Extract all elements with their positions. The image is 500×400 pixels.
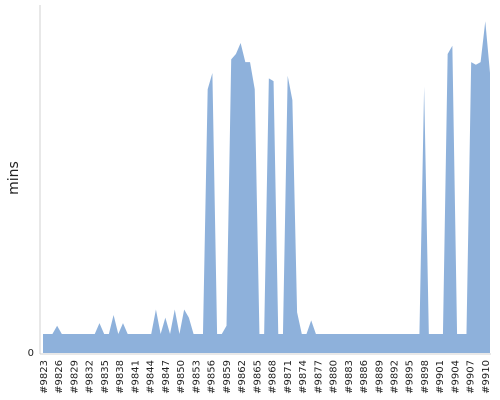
y-tick-label-zero: 0	[28, 348, 34, 359]
x-tick-label: #9889	[374, 360, 385, 394]
x-tick-label: #9907	[466, 360, 477, 394]
x-tick-label: #9865	[252, 360, 263, 394]
x-tick-label: #9829	[70, 360, 81, 394]
x-tick-label: #9838	[115, 360, 126, 394]
y-axis-label: mins	[6, 161, 22, 195]
x-tick-label: #9910	[481, 360, 492, 394]
x-tick-label: #9904	[450, 360, 461, 394]
x-tick-labels: #9823 #9826 #9829 #9832 #9835 #9838 #9841 #9844…	[39, 360, 492, 394]
x-tick-label: #9901	[435, 360, 446, 394]
x-tick-label: #9895	[405, 360, 416, 394]
x-tick-label: #9823	[39, 360, 50, 394]
x-tick-label: #9832	[85, 360, 96, 394]
x-tick-label: #9874	[298, 360, 309, 394]
x-tick-label: #9853	[191, 360, 202, 394]
x-tick-label: #9898	[420, 360, 431, 394]
x-tick-label: #9841	[130, 360, 141, 394]
x-tick-label: #9871	[283, 360, 294, 394]
x-tick-label: #9847	[161, 360, 172, 394]
x-tick-label: #9862	[237, 360, 248, 394]
x-tick-label: #9892	[390, 360, 401, 394]
x-tick-label: #9877	[313, 360, 324, 394]
x-tick-label: #9835	[100, 360, 111, 394]
series-area	[43, 21, 490, 354]
x-tick-label: #9856	[207, 360, 218, 394]
x-tick-label: #9826	[54, 360, 65, 394]
x-tick-label: #9850	[176, 360, 187, 394]
plot-area	[43, 21, 490, 354]
x-tick-label: #9844	[146, 360, 157, 394]
x-tick-label: #9883	[344, 360, 355, 394]
x-tick-label: #9868	[268, 360, 279, 394]
x-tick-label: #9880	[329, 360, 340, 394]
x-tick-label: #9859	[222, 360, 233, 394]
x-tick-label: #9886	[359, 360, 370, 394]
